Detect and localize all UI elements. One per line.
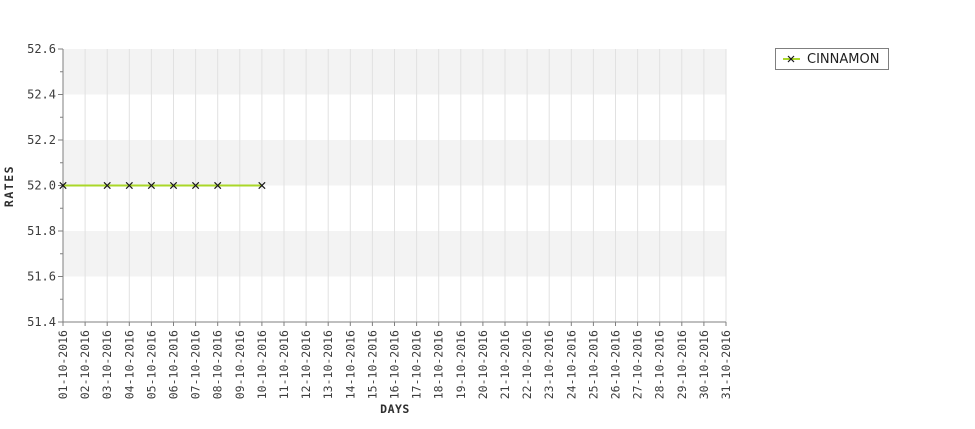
x-tick-label: 09-10-2016 <box>233 330 247 399</box>
y-tick-label: 51.8 <box>27 224 56 238</box>
x-tick-label: 12-10-2016 <box>299 330 313 399</box>
x-tick-label: 26-10-2016 <box>609 330 623 399</box>
y-tick-label: 51.4 <box>27 315 56 329</box>
x-tick-label: 29-10-2016 <box>675 330 689 399</box>
x-tick-label: 03-10-2016 <box>100 330 114 399</box>
x-tick-label: 02-10-2016 <box>78 330 92 399</box>
x-tick-label: 25-10-2016 <box>586 330 600 399</box>
y-tick-label: 51.6 <box>27 270 56 284</box>
x-tick-label: 08-10-2016 <box>211 330 225 399</box>
y-tick-label: 52.2 <box>27 133 56 147</box>
data-point-marker <box>59 181 67 190</box>
y-axis-title: RATES <box>2 164 16 208</box>
x-tick-label: 01-10-2016 <box>56 330 70 399</box>
x-tick-label: 24-10-2016 <box>564 330 578 399</box>
data-point-marker <box>258 181 266 190</box>
x-tick-label: 15-10-2016 <box>365 330 379 399</box>
y-tick-label: 52.0 <box>27 179 56 193</box>
x-axis-title: DAYS <box>380 402 410 416</box>
x-tick-label: 21-10-2016 <box>498 330 512 399</box>
x-tick-label: 07-10-2016 <box>189 330 203 399</box>
data-point-marker <box>103 181 111 190</box>
x-tick-label: 06-10-2016 <box>167 330 181 399</box>
x-tick-label: 04-10-2016 <box>122 330 136 399</box>
legend-series-label: CINNAMON <box>807 51 880 67</box>
x-tick-label: 13-10-2016 <box>321 330 335 399</box>
x-tick-label: 19-10-2016 <box>454 330 468 399</box>
x-tick-label: 18-10-2016 <box>432 330 446 399</box>
x-tick-label: 05-10-2016 <box>144 330 158 399</box>
data-point-marker <box>214 181 222 190</box>
x-tick-label: 30-10-2016 <box>697 330 711 399</box>
x-tick-label: 17-10-2016 <box>410 330 424 399</box>
x-tick-label: 31-10-2016 <box>719 330 733 399</box>
x-marker-icon <box>783 55 800 63</box>
data-point-marker <box>169 181 178 190</box>
x-tick-label: 23-10-2016 <box>542 330 556 399</box>
x-tick-label: 28-10-2016 <box>653 330 667 399</box>
y-tick-label: 52.6 <box>27 42 56 56</box>
data-point-marker <box>147 181 156 190</box>
x-tick-label: 10-10-2016 <box>255 330 269 399</box>
data-point-marker <box>125 181 133 190</box>
x-tick-label: 20-10-2016 <box>476 330 490 399</box>
x-tick-label: 16-10-2016 <box>388 330 402 399</box>
x-tick-label: 22-10-2016 <box>520 330 534 399</box>
data-point-marker <box>191 181 200 190</box>
x-tick-label: 14-10-2016 <box>343 330 357 399</box>
x-tick-label: 11-10-2016 <box>277 330 291 399</box>
legend: CINNAMON <box>775 48 890 70</box>
x-tick-label: 27-10-2016 <box>631 330 645 399</box>
y-tick-label: 52.4 <box>27 88 56 102</box>
